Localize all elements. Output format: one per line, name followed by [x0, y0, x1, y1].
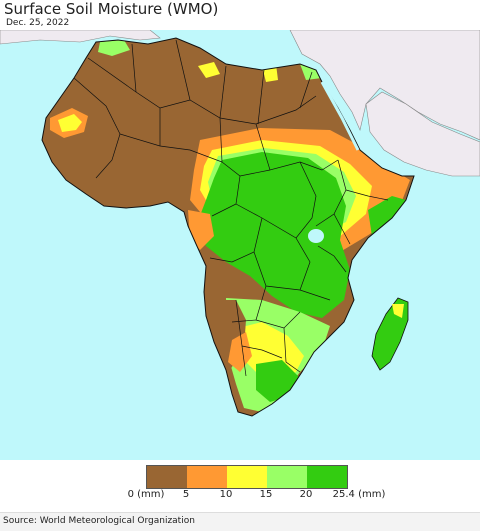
- foreign-land-arabia: [365, 91, 480, 177]
- country-borders: [73, 39, 389, 377]
- source-credit: Source: World Meteorological Organizatio…: [3, 516, 195, 526]
- source-bar: Source: World Meteorological Organizatio…: [0, 512, 480, 531]
- foreign-land-europe: [0, 30, 161, 45]
- legend-tick: 15: [259, 489, 273, 500]
- map-date: Dec. 25, 2022: [6, 18, 70, 28]
- legend-tick: 20: [299, 489, 313, 500]
- legend-swatch: [227, 466, 267, 488]
- legend: 0 (mm) 5 10 15 20 25.4 (mm): [0, 462, 480, 508]
- legend-colorbar: [146, 465, 348, 489]
- legend-tick: 25.4 (mm): [332, 489, 386, 500]
- legend-tick: 10: [219, 489, 233, 500]
- foreign-land-middle-east: [289, 30, 480, 141]
- moisture-zones: [50, 40, 410, 412]
- legend-swatch: [187, 466, 227, 488]
- legend-tick: 5: [182, 489, 190, 500]
- legend-swatch: [267, 466, 307, 488]
- legend-tick: 0 (mm): [127, 489, 165, 500]
- legend-swatch: [147, 466, 187, 488]
- soil-moisture-map: [0, 30, 480, 460]
- legend-swatch: [307, 466, 347, 488]
- map-title: Surface Soil Moisture (WMO): [4, 0, 219, 18]
